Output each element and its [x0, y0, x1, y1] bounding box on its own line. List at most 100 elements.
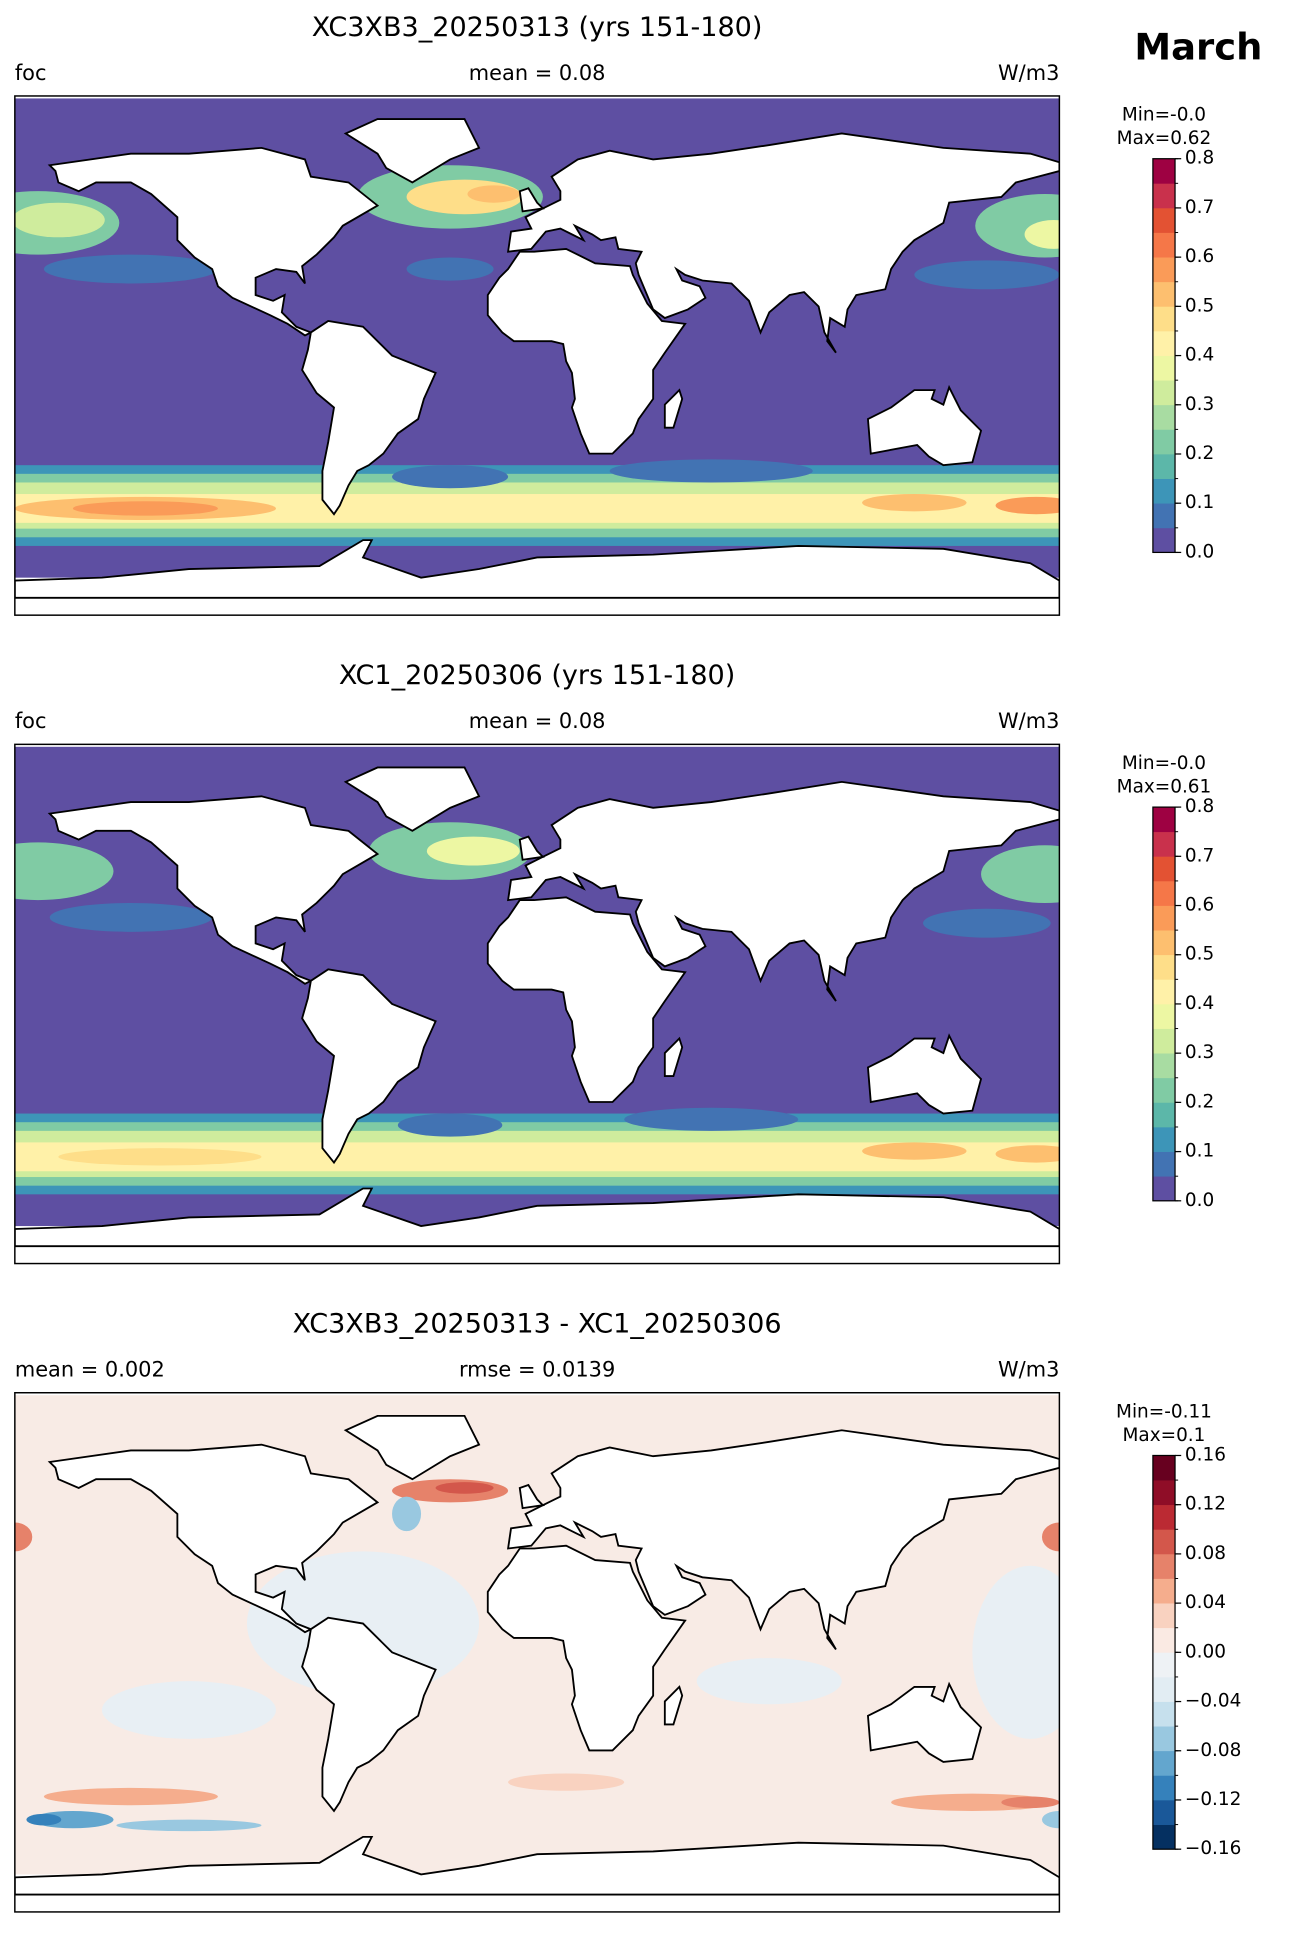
colorbar-segment [1152, 954, 1176, 980]
colorbar-tick-label: −0.04 [1185, 1691, 1242, 1712]
land [866, 1033, 983, 1115]
field-patch [862, 1142, 967, 1160]
panel-center-label: mean = 0.08 [469, 709, 606, 733]
colorbar-segment [1152, 1504, 1176, 1530]
land [14, 539, 1060, 599]
colorbar-tick-label: 0.8 [1185, 148, 1214, 169]
colorbar-segment [1152, 1750, 1176, 1776]
colorbar-tick-label: 0.3 [1185, 394, 1214, 415]
colorbar-tick-label: 0.08 [1185, 1543, 1226, 1564]
colorbar-tick-label: 0.7 [1185, 197, 1214, 218]
colorbar-min: Min=-0.11 [1116, 1401, 1212, 1422]
colorbar-segment [1152, 831, 1176, 857]
colorbar-segment [1152, 232, 1176, 258]
colorbar-segment [1152, 1126, 1176, 1152]
field-patch [981, 845, 1060, 903]
land [518, 835, 545, 861]
field-patch [49, 902, 213, 932]
land [47, 795, 380, 985]
colorbar-segment [1152, 1151, 1176, 1177]
land [486, 1544, 687, 1752]
field-patch [392, 1496, 422, 1532]
field-patch [72, 501, 218, 516]
panel-center-label: rmse = 0.0139 [459, 1358, 615, 1382]
colorbar-tick-label: 0.5 [1185, 295, 1214, 316]
field-patch [43, 1787, 218, 1806]
field-patch [862, 494, 967, 512]
colorbar-segment [1152, 429, 1176, 455]
colorbar-max: Max=0.62 [1117, 128, 1212, 149]
field-patch [1024, 220, 1060, 249]
colorbar-tick-label: −0.16 [1185, 1838, 1242, 1859]
colorbar-segment [1152, 1053, 1176, 1079]
field-patch [995, 1145, 1060, 1163]
land [301, 1616, 437, 1813]
land [47, 146, 380, 337]
colorbar-segment [1152, 1603, 1176, 1629]
colorbar-segment [1152, 1726, 1176, 1752]
land [506, 1429, 1060, 1651]
colorbar-segment [1152, 1799, 1176, 1825]
map [14, 95, 1060, 616]
panel-title: XC3XB3_20250313 - XC1_20250306 [293, 1309, 782, 1340]
colorbar-tick-label: −0.12 [1185, 1789, 1242, 1810]
colorbar-segment [1152, 1176, 1176, 1202]
field-patch [392, 465, 509, 489]
field-patch [116, 1819, 262, 1832]
colorbar-segment [1152, 527, 1176, 553]
map-frame [14, 1391, 1061, 1913]
panel-left-label: foc [15, 61, 47, 85]
colorbar-max: Max=0.1 [1123, 1425, 1206, 1446]
panel-title: XC3XB3_20250313 (yrs 151-180) [312, 12, 763, 43]
colorbar-segment [1152, 257, 1176, 283]
colorbar-tick-label: 0.04 [1185, 1592, 1226, 1613]
field-patch [101, 1681, 276, 1739]
map-frame [14, 95, 1061, 616]
colorbar-frame [1152, 806, 1176, 1202]
field-patch [14, 842, 114, 901]
land [14, 1187, 1060, 1248]
colorbar-tick-label: 0.4 [1185, 345, 1214, 366]
colorbar-segment [1152, 306, 1176, 332]
field-patch [26, 1813, 62, 1826]
colorbar-segment [1152, 1077, 1176, 1103]
colorbar-segment [1152, 1652, 1176, 1678]
colorbar-segment [1152, 1676, 1176, 1702]
colorbar-tick-label: −0.08 [1185, 1740, 1242, 1761]
colorbar-segment [1152, 1553, 1176, 1579]
panel-center-label: mean = 0.08 [469, 61, 606, 85]
land [301, 968, 437, 1165]
field-patch [58, 1148, 262, 1166]
map [14, 744, 1060, 1264]
colorbar-segment [1152, 807, 1176, 833]
land [47, 1443, 380, 1634]
panel-left-label: mean = 0.002 [15, 1358, 165, 1382]
colorbar-tick-label: 0.6 [1185, 895, 1214, 916]
panel-left-label: foc [15, 709, 47, 733]
colorbar-tick-label: 0.5 [1185, 944, 1214, 965]
map [14, 1392, 1060, 1912]
colorbar-segment [1152, 1701, 1176, 1727]
colorbar-segment [1152, 979, 1176, 1005]
colorbar-segment [1152, 1529, 1176, 1555]
colorbar-tick-label: 0.3 [1185, 1042, 1214, 1063]
colorbar-tick-label: 0.4 [1185, 993, 1214, 1014]
land [343, 766, 481, 832]
land [301, 320, 437, 516]
colorbar-tick-label: 0.7 [1185, 845, 1214, 866]
land [663, 388, 684, 429]
colorbar-segment [1152, 380, 1176, 406]
figure-title: March [1134, 26, 1262, 69]
panel-title: XC1_20250306 (yrs 151-180) [339, 660, 735, 691]
no-data [14, 95, 1060, 99]
colorbar-segment [1152, 207, 1176, 233]
land [663, 1685, 684, 1726]
map-frame [14, 743, 1061, 1265]
field-patch [426, 836, 520, 866]
field-patch [14, 202, 105, 238]
colorbar-tick-label: 0.6 [1185, 246, 1214, 267]
field-patch [624, 1107, 799, 1131]
field-patch [609, 459, 813, 483]
field-patch [914, 260, 1060, 290]
colorbar-tick-label: 0.0 [1185, 541, 1214, 562]
